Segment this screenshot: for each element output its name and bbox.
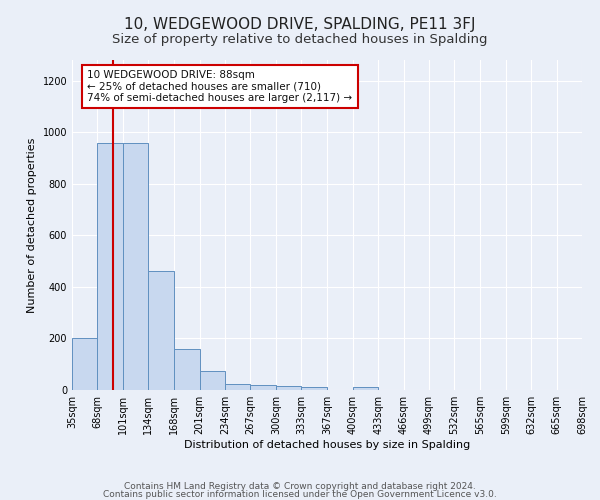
- Bar: [175, 349, 200, 390]
- Bar: [250, 385, 276, 390]
- Bar: [276, 386, 301, 390]
- Bar: [148, 272, 173, 390]
- X-axis label: Distribution of detached houses by size in Spalding: Distribution of detached houses by size …: [184, 440, 470, 450]
- Bar: [301, 388, 326, 390]
- Text: Contains public sector information licensed under the Open Government Licence v3: Contains public sector information licen…: [103, 490, 497, 499]
- Bar: [200, 370, 225, 390]
- Text: 10 WEDGEWOOD DRIVE: 88sqm
← 25% of detached houses are smaller (710)
74% of semi: 10 WEDGEWOOD DRIVE: 88sqm ← 25% of detac…: [88, 70, 352, 103]
- Text: 10, WEDGEWOOD DRIVE, SPALDING, PE11 3FJ: 10, WEDGEWOOD DRIVE, SPALDING, PE11 3FJ: [124, 18, 476, 32]
- Text: Contains HM Land Registry data © Crown copyright and database right 2024.: Contains HM Land Registry data © Crown c…: [124, 482, 476, 491]
- Bar: [353, 388, 378, 390]
- Bar: [97, 142, 123, 390]
- Text: Size of property relative to detached houses in Spalding: Size of property relative to detached ho…: [112, 32, 488, 46]
- Y-axis label: Number of detached properties: Number of detached properties: [27, 138, 37, 312]
- Bar: [123, 142, 148, 390]
- Bar: [72, 338, 97, 390]
- Bar: [225, 384, 250, 390]
